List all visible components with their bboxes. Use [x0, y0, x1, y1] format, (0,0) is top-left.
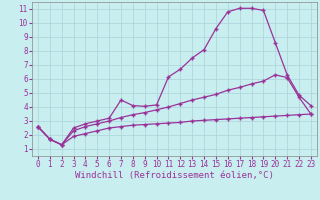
X-axis label: Windchill (Refroidissement éolien,°C): Windchill (Refroidissement éolien,°C)	[75, 171, 274, 180]
